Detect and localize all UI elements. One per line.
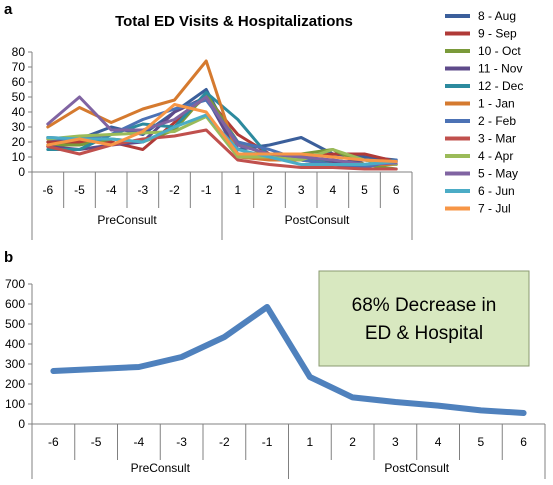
y-tick-label: 30 [12,120,26,134]
y-tick-label: 10 [12,150,26,164]
legend-label: 2 - Feb [478,114,516,128]
x-tick-label: 2 [349,435,356,449]
x-tick-label: 5 [361,183,368,197]
x-tick-label: 4 [329,183,336,197]
legend-label: 9 - Sep [478,27,517,41]
y-tick-label: 0 [18,165,25,179]
x-tick-label: 1 [307,435,314,449]
x-tick-label: -1 [201,183,212,197]
x-tick-label: -5 [74,183,85,197]
series-line-5-may [46,95,398,166]
y-tick-label: 60 [12,75,26,89]
legend-label: 3 - Mar [478,132,516,146]
x-tick-label: 3 [298,183,305,197]
decrease-callout: 68% Decrease in ED & Hospital [318,270,530,367]
panel-b: b 0 100 200 300 400 500 600 700 -6 -5 -4 -3 -2 -1 1 2 3 4… [4,249,546,479]
y-tick-label: 100 [5,397,25,411]
x-group-label: PreConsult [97,213,157,227]
y-tick-label: 200 [5,377,25,391]
x-tick-label: 2 [266,183,273,197]
y-tick-label: 70 [12,60,26,74]
legend-label: 8 - Aug [478,9,516,23]
x-tick-label: -1 [262,435,273,449]
decrease-callout-line1: 68% Decrease in [352,295,497,316]
chart-b-axes: 0 100 200 300 400 500 600 700 -6 -5 -4 -3 -2 -1 1 2 3 4 5 6… [5,277,546,479]
y-tick-label: 300 [5,357,25,371]
legend-label: 1 - Jan [478,97,515,111]
x-tick-label: -3 [176,435,187,449]
series-line-7-jul [46,103,398,163]
x-tick-label: -3 [137,183,148,197]
legend-label: 5 - May [478,167,518,181]
y-tick-label: 80 [12,45,26,59]
legend-label: 11 - Nov [478,62,522,76]
x-tick-label: 4 [435,435,442,449]
x-tick-label: -6 [42,183,53,197]
series-line-3-mar [46,128,398,171]
y-tick-label: 500 [5,317,25,331]
series-line-0 [50,304,527,416]
y-tick-label: 600 [5,297,25,311]
decrease-callout-box [318,270,530,367]
y-tick-label: 50 [12,90,26,104]
chart-a-series [46,59,398,171]
y-tick-label: 700 [5,277,25,291]
y-tick-label: 40 [12,105,26,119]
x-tick-label: -2 [169,183,180,197]
x-group-label: PreConsult [131,461,191,475]
legend-label: 7 - Jul [478,202,511,216]
y-tick-label: 0 [18,417,25,431]
panel-a: a Total ED Visits & Hospitalizations 010… [4,1,523,240]
x-tick-label: -4 [106,183,117,197]
x-tick-label: 3 [392,435,399,449]
x-tick-label: 6 [393,183,400,197]
series-line-4-apr [46,115,398,166]
panel-label-a: a [4,1,13,18]
legend-label: 4 - Apr [478,149,513,163]
x-tick-label: 1 [234,183,241,197]
y-tick-label: 400 [5,337,25,351]
x-tick-label: 6 [520,435,527,449]
x-tick-label: -6 [48,435,59,449]
decrease-callout-line2: ED & Hospital [365,323,483,344]
legend-label: 6 - Jun [478,184,515,198]
x-tick-label: -2 [219,435,230,449]
x-group-label: PostConsult [384,461,449,475]
legend-label: 10 - Oct [478,44,521,58]
legend-label: 12 - Dec [478,79,523,93]
chart-b-series [50,304,527,416]
chart-a-legend: 8 - Aug 9 - Sep 10 - Oct 11 - Nov 12 - Dec 1 … [445,9,523,216]
panel-label-b: b [4,249,13,266]
x-tick-label: -5 [91,435,102,449]
x-tick-label: 5 [478,435,485,449]
y-tick-label: 20 [12,135,26,149]
chart-a-title: Total ED Visits & Hospitalizations [115,13,353,30]
x-group-label: PostConsult [285,213,350,227]
x-tick-label: -4 [134,435,145,449]
